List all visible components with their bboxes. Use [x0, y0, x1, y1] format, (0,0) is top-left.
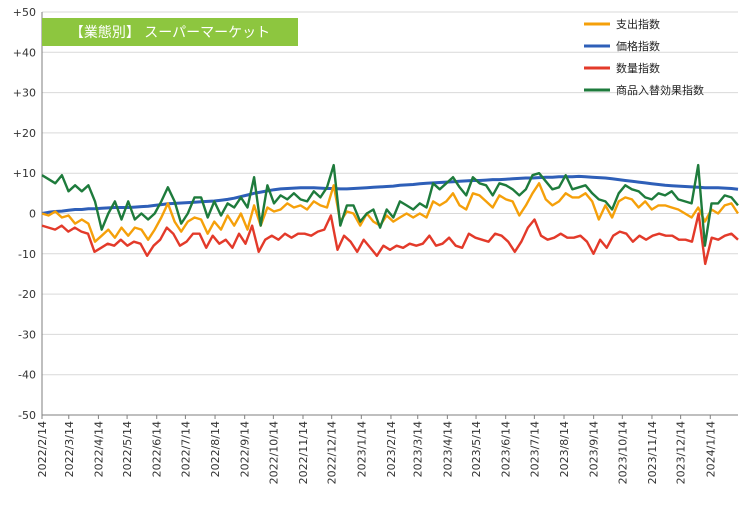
series-line [41, 212, 739, 266]
legend-label: 支出指数 [616, 17, 660, 31]
y-tick-label: +30 [13, 87, 36, 100]
title-text: 【業態別】 スーパーマーケット [70, 25, 270, 41]
legend-label: 価格指数 [616, 39, 660, 53]
y-tick-label: +50 [13, 6, 36, 19]
x-tick-label: 2022/6/14 [151, 421, 164, 477]
x-tick-label: 2023/6/14 [500, 421, 513, 477]
series-line [41, 182, 740, 243]
y-tick-label: -40 [18, 369, 36, 382]
x-tick-label: 2022/2/14 [36, 421, 49, 477]
x-tick-label: 2023/4/14 [441, 421, 454, 477]
chart-title: 【業態別】 スーパーマーケット [42, 18, 298, 46]
legend-label: 数量指数 [616, 61, 660, 75]
series-line [41, 163, 739, 247]
x-tick-label: 2022/9/14 [239, 421, 252, 477]
x-tick-label: 2023/12/14 [675, 421, 688, 484]
x-tick-label: 2023/1/14 [355, 421, 368, 477]
y-tick-label: +10 [13, 167, 36, 180]
x-tick-label: 2023/3/14 [412, 421, 425, 477]
series-layer [41, 163, 740, 266]
x-tick-label: 2022/4/14 [92, 421, 105, 477]
x-tick-label: 2023/10/14 [616, 421, 629, 484]
x-tick-label: 2022/11/14 [297, 421, 310, 484]
title-background [42, 18, 298, 46]
y-tick-label: -30 [18, 328, 36, 341]
x-tick-label: 2022/8/14 [209, 421, 222, 477]
y-tick-label: -50 [18, 409, 36, 422]
x-tick-label: 2022/10/14 [267, 421, 280, 484]
x-tick-label: 2022/3/14 [63, 421, 76, 477]
x-tick-label: 2023/11/14 [646, 421, 659, 484]
x-axis: 2022/2/14 2022/3/14 2022/4/14 2022/5/14 2022… [36, 414, 738, 484]
y-axis: +50 +40 +30 +20 +10 0 -10 -20 -30 -40 -50 [13, 6, 43, 422]
y-tick-label: 0 [29, 208, 36, 221]
x-tick-label: 2023/7/14 [528, 421, 541, 477]
legend-label: 商品入替効果指数 [616, 83, 704, 97]
y-tick-label: -10 [18, 248, 36, 261]
x-tick-label: 2022/12/14 [326, 421, 339, 484]
y-tick-label: +40 [13, 46, 36, 59]
y-tick-label: -20 [18, 288, 36, 301]
x-tick-label: 2023/5/14 [470, 421, 483, 477]
x-tick-label: 2023/9/14 [588, 421, 601, 477]
x-tick-label: 2022/5/14 [121, 421, 134, 477]
x-tick-label: 2023/8/14 [558, 421, 571, 477]
x-tick-label: 2024/1/14 [704, 421, 717, 477]
y-tick-label: +20 [13, 127, 36, 140]
x-tick-label: 2022/7/14 [179, 421, 192, 477]
x-tick-label: 2023/2/14 [385, 421, 398, 477]
